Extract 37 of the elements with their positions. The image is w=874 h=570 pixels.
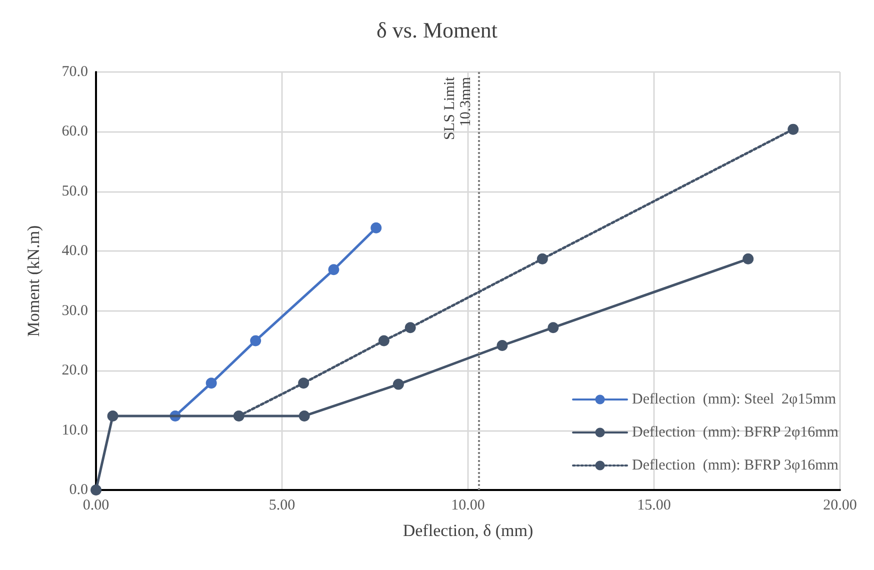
y-tick-label: 60.0 <box>62 124 88 140</box>
point <box>298 410 310 422</box>
point <box>107 410 118 422</box>
x-tick-label: 5.00 <box>268 498 296 514</box>
point <box>404 322 416 334</box>
x-tick-label: 10.00 <box>451 498 485 514</box>
x-axis-title: Deflection, δ (mm) <box>402 521 534 540</box>
point <box>298 378 310 389</box>
point <box>392 378 404 390</box>
point <box>206 378 217 389</box>
point <box>378 335 390 346</box>
ref-line-label: SLS Limit 10.3mm <box>442 76 474 140</box>
x-tick-label: 15.00 <box>637 498 671 514</box>
y-tick-label: 70.0 <box>62 64 88 80</box>
point <box>536 253 548 264</box>
point <box>496 340 508 351</box>
y-tick-label: 10.0 <box>62 422 88 438</box>
y-tick-label: 30.0 <box>62 302 88 319</box>
chart-title: δ vs. Moment <box>376 18 498 42</box>
legend-label: Deflection (mm): Steel 2φ15mm <box>632 392 836 408</box>
legend-label: Deflection (mm): BFRP 3φ16mm <box>632 458 839 474</box>
point <box>742 253 754 264</box>
point <box>233 410 244 422</box>
point <box>328 264 340 276</box>
y-tick-label: 40.0 <box>62 243 88 260</box>
x-tick-label: 0.00 <box>82 498 110 514</box>
point <box>548 322 559 334</box>
point <box>90 484 102 496</box>
y-tick-label: 20.0 <box>62 362 88 379</box>
legend-label: Deflection (mm): BFRP 2φ16mm <box>632 424 839 440</box>
point <box>370 222 382 234</box>
point <box>250 335 262 346</box>
y-axis-title: Moment (kN.m) <box>24 225 43 337</box>
point <box>788 124 799 135</box>
y-tick-label: 0.0 <box>69 482 88 498</box>
x-tick-label: 20.00 <box>823 498 857 514</box>
y-tick-label: 50.0 <box>62 183 88 200</box>
